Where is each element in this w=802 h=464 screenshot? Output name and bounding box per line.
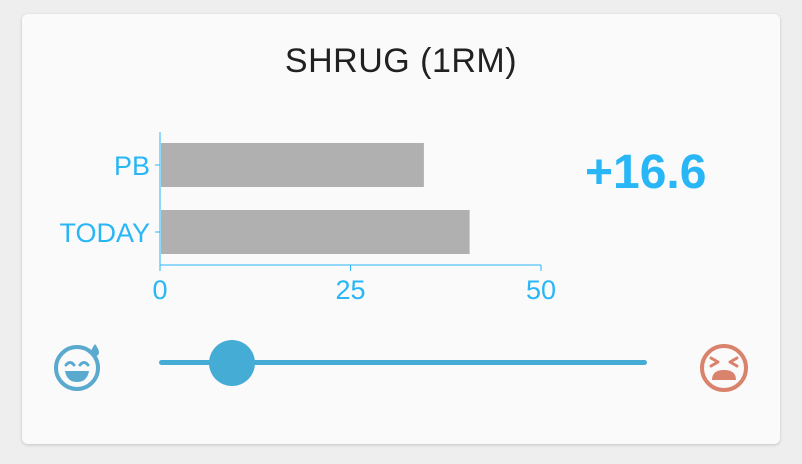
bar-pb [161,143,424,187]
comparison-bar-chart: PB TODAY 0 25 50 [59,132,556,305]
bar-today [161,210,470,254]
x-tick-label-25: 25 [335,275,365,305]
difficulty-slider-track[interactable] [159,360,647,365]
exercise-title: SHRUG (1RM) [284,42,518,80]
delta-value: +16.6 [585,146,707,199]
smiling-sweat-face-icon [54,344,100,391]
x-tick-label-0: 0 [152,275,167,305]
y-label-today: TODAY [59,218,150,248]
tired-face-icon [700,344,748,392]
difficulty-slider-thumb[interactable] [209,340,256,386]
y-label-pb: PB [114,151,150,181]
x-tick-label-50: 50 [526,275,556,305]
